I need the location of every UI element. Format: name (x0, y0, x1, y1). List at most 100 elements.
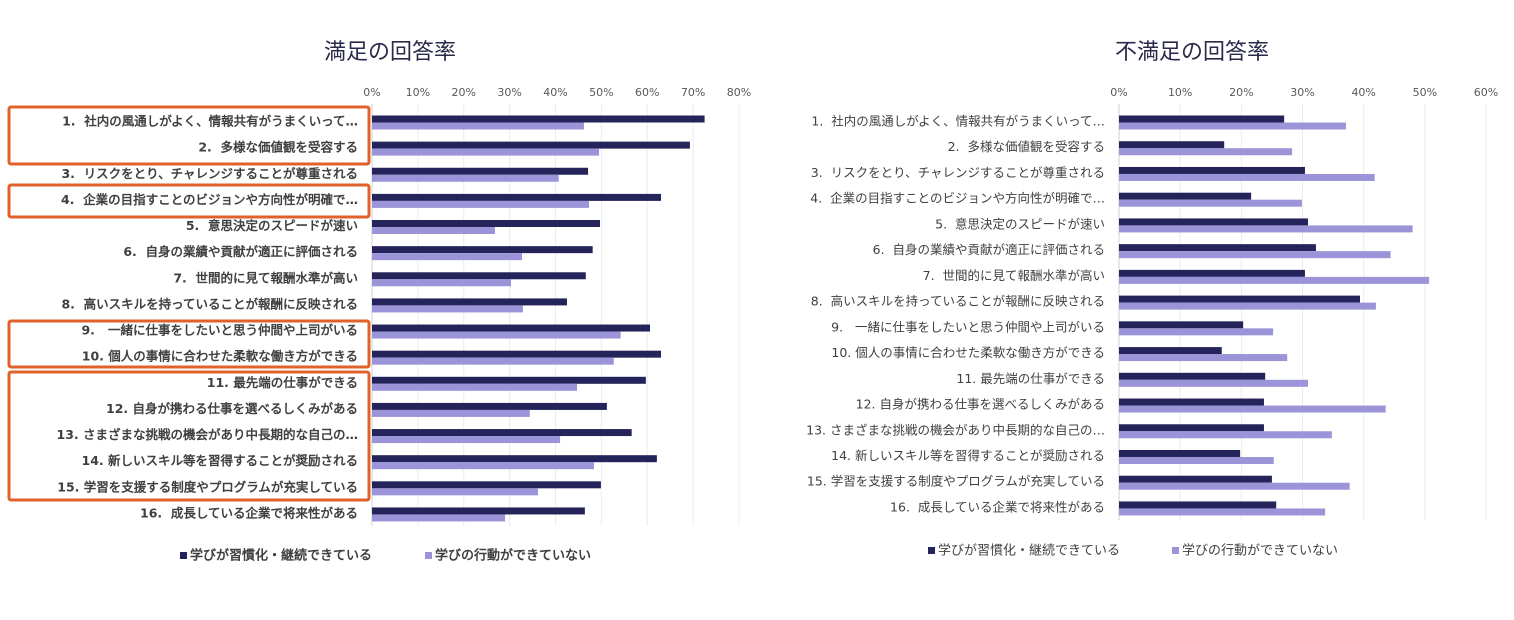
highlight-box (7, 319, 371, 369)
y-tick-label: 1. 社内の風通しがよく、情報共有がうまくいって… (811, 114, 1105, 129)
legend-swatch (425, 552, 432, 559)
bar (1119, 295, 1360, 303)
bar (1119, 321, 1244, 329)
bar (372, 462, 595, 470)
y-tick-label: 5. 意思決定のスピードが速い (935, 216, 1105, 231)
bar (1119, 449, 1241, 457)
chart-title: 満足の回答率 (324, 40, 456, 65)
bar (372, 324, 651, 332)
y-tick-label: 7. 世間的に見て報酬水準が高い (173, 270, 358, 285)
bar (372, 253, 523, 261)
bar (1119, 225, 1413, 233)
bar (372, 220, 600, 228)
x-tick-label: 0% (363, 86, 380, 99)
bar (372, 402, 607, 410)
y-tick-label: 12. 自身が携わる仕事を選べるしくみがある (856, 397, 1105, 412)
bar (372, 514, 506, 522)
y-tick-label: 14. 新しいスキル等を習得することが奨励される (82, 453, 359, 468)
bar (1119, 431, 1332, 439)
y-tick-label: 15. 学習を支援する制度やプログラムが充実している (807, 474, 1105, 489)
bar (372, 383, 578, 391)
x-tick-label: 40% (543, 86, 567, 99)
bar (372, 436, 561, 444)
legend-swatch (1172, 547, 1179, 554)
bar (1119, 141, 1225, 149)
bar (1119, 173, 1375, 181)
y-tick-label: 3. リスクをとり、チャレンジすることが尊重される (61, 166, 358, 181)
x-tick-label: 20% (452, 86, 476, 99)
x-tick-label: 50% (589, 86, 613, 99)
y-tick-label: 10. 個人の事情に合わせた柔軟な働き方ができる (831, 345, 1105, 360)
bar (1119, 218, 1309, 226)
bar (372, 409, 530, 417)
bar (372, 122, 584, 130)
bar (1119, 379, 1309, 387)
y-tick-label: 9. 一緒に仕事をしたいと思う仲間や上司がいる (81, 323, 358, 338)
legend-label: 学びの行動ができていない (1182, 543, 1338, 559)
x-tick-label: 80% (727, 86, 751, 99)
y-tick-label: 7. 世間的に見て報酬水準が高い (923, 268, 1105, 283)
bar (372, 174, 559, 182)
legend-label: 学びが習慣化・継続できている (938, 543, 1120, 559)
bar (372, 227, 495, 235)
highlight-box (7, 370, 371, 502)
bar (372, 507, 585, 515)
x-tick-label: 0% (1110, 86, 1127, 99)
x-tick-label: 50% (1413, 86, 1437, 99)
legend-swatch (180, 552, 187, 559)
bar (372, 305, 523, 313)
bar (1119, 424, 1264, 432)
y-tick-label: 13. さまざまな挑戦の機会があり中長期的な自己の… (57, 427, 359, 442)
y-tick-label: 8. 高いスキルを持っていることが報酬に反映される (811, 294, 1105, 309)
bar (1119, 372, 1266, 380)
x-tick-label: 60% (635, 86, 659, 99)
bar (1119, 328, 1274, 336)
y-tick-label: 2. 多様な価値観を受容する (948, 139, 1105, 154)
bar (372, 357, 614, 365)
y-tick-label: 5. 意思決定のスピードが速い (186, 218, 358, 233)
y-tick-label: 6. 自身の業績や貢献が適正に評価される (123, 244, 358, 259)
bar (372, 298, 567, 306)
y-tick-label: 4. 企業の目指すことのビジョンや方向性が明確で… (810, 191, 1105, 206)
y-tick-label: 2. 多様な価値観を受容する (198, 140, 358, 155)
x-tick-label: 30% (497, 86, 521, 99)
bar (372, 167, 589, 175)
bar (1119, 405, 1386, 413)
x-tick-label: 30% (1290, 86, 1314, 99)
y-tick-label: 8. 高いスキルを持っていることが報酬に反映される (61, 296, 358, 311)
bar (372, 376, 646, 384)
y-tick-label: 12. 自身が携わる仕事を選べるしくみがある (106, 401, 358, 416)
bar (1119, 398, 1264, 406)
y-tick-label: 11. 最先端の仕事ができる (956, 371, 1105, 386)
bar (372, 200, 589, 208)
highlight-boxes (7, 105, 371, 502)
bar (1119, 148, 1293, 156)
y-tick-label: 14. 新しいスキル等を習得することが奨励される (831, 448, 1105, 463)
bar (372, 481, 601, 489)
bar (1119, 475, 1272, 483)
bar (1119, 269, 1305, 277)
bar (372, 272, 586, 280)
y-tick-label: 16. 成長している企業で将来性がある (140, 505, 358, 520)
x-tick-label: 40% (1351, 86, 1375, 99)
bar (372, 115, 705, 123)
y-tick-label: 10. 個人の事情に合わせた柔軟な働き方ができる (82, 349, 358, 364)
bar (1119, 115, 1285, 123)
x-tick-label: 10% (406, 86, 430, 99)
bar (1119, 501, 1277, 509)
y-tick-label: 6. 自身の業績や貢献が適正に評価される (873, 242, 1105, 257)
bar (372, 279, 512, 287)
bar (372, 246, 593, 254)
legend-label: 学びが習慣化・継続できている (190, 548, 372, 564)
bar (1119, 302, 1376, 310)
bar (1119, 122, 1346, 130)
y-tick-label: 3. リスクをとり、チャレンジすることが尊重される (811, 165, 1105, 180)
bar (372, 488, 539, 496)
y-tick-label: 9. 一緒に仕事をしたいと思う仲間や上司がいる (831, 319, 1105, 334)
x-tick-label: 70% (681, 86, 705, 99)
chart-title: 不満足の回答率 (1115, 40, 1269, 65)
bar (1119, 456, 1274, 464)
y-tick-label: 4. 企業の目指すことのビジョンや方向性が明確で… (61, 192, 358, 207)
bar (372, 350, 662, 358)
